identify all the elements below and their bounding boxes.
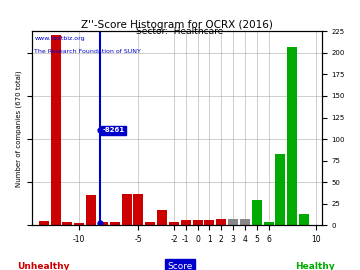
Bar — [157, 210, 167, 225]
Bar — [252, 200, 262, 225]
Bar — [133, 194, 143, 225]
Bar — [264, 222, 274, 225]
Bar — [50, 35, 60, 225]
Text: Sector:  Healthcare: Sector: Healthcare — [136, 27, 224, 36]
Bar — [62, 222, 72, 225]
Text: Healthy: Healthy — [295, 262, 335, 270]
Bar — [39, 221, 49, 225]
Text: www.textbiz.org: www.textbiz.org — [34, 36, 85, 41]
Y-axis label: Number of companies (670 total): Number of companies (670 total) — [15, 70, 22, 187]
Bar — [145, 222, 155, 225]
Bar — [169, 222, 179, 225]
Bar — [181, 220, 191, 225]
Text: -8261: -8261 — [102, 127, 124, 133]
Bar — [110, 222, 120, 225]
Bar — [275, 154, 285, 225]
Title: Z''-Score Histogram for OCRX (2016): Z''-Score Histogram for OCRX (2016) — [81, 21, 273, 31]
Bar — [86, 195, 96, 225]
Bar — [122, 194, 132, 225]
Bar — [216, 219, 226, 225]
Bar — [228, 219, 238, 225]
Text: The Research Foundation of SUNY: The Research Foundation of SUNY — [34, 49, 141, 54]
Bar — [193, 220, 203, 225]
Bar — [299, 214, 309, 225]
Bar — [240, 219, 250, 225]
Bar — [98, 222, 108, 225]
Text: Score: Score — [167, 262, 193, 270]
Text: Unhealthy: Unhealthy — [17, 262, 69, 270]
Bar — [204, 220, 215, 225]
Bar — [287, 47, 297, 225]
Bar — [74, 223, 84, 225]
